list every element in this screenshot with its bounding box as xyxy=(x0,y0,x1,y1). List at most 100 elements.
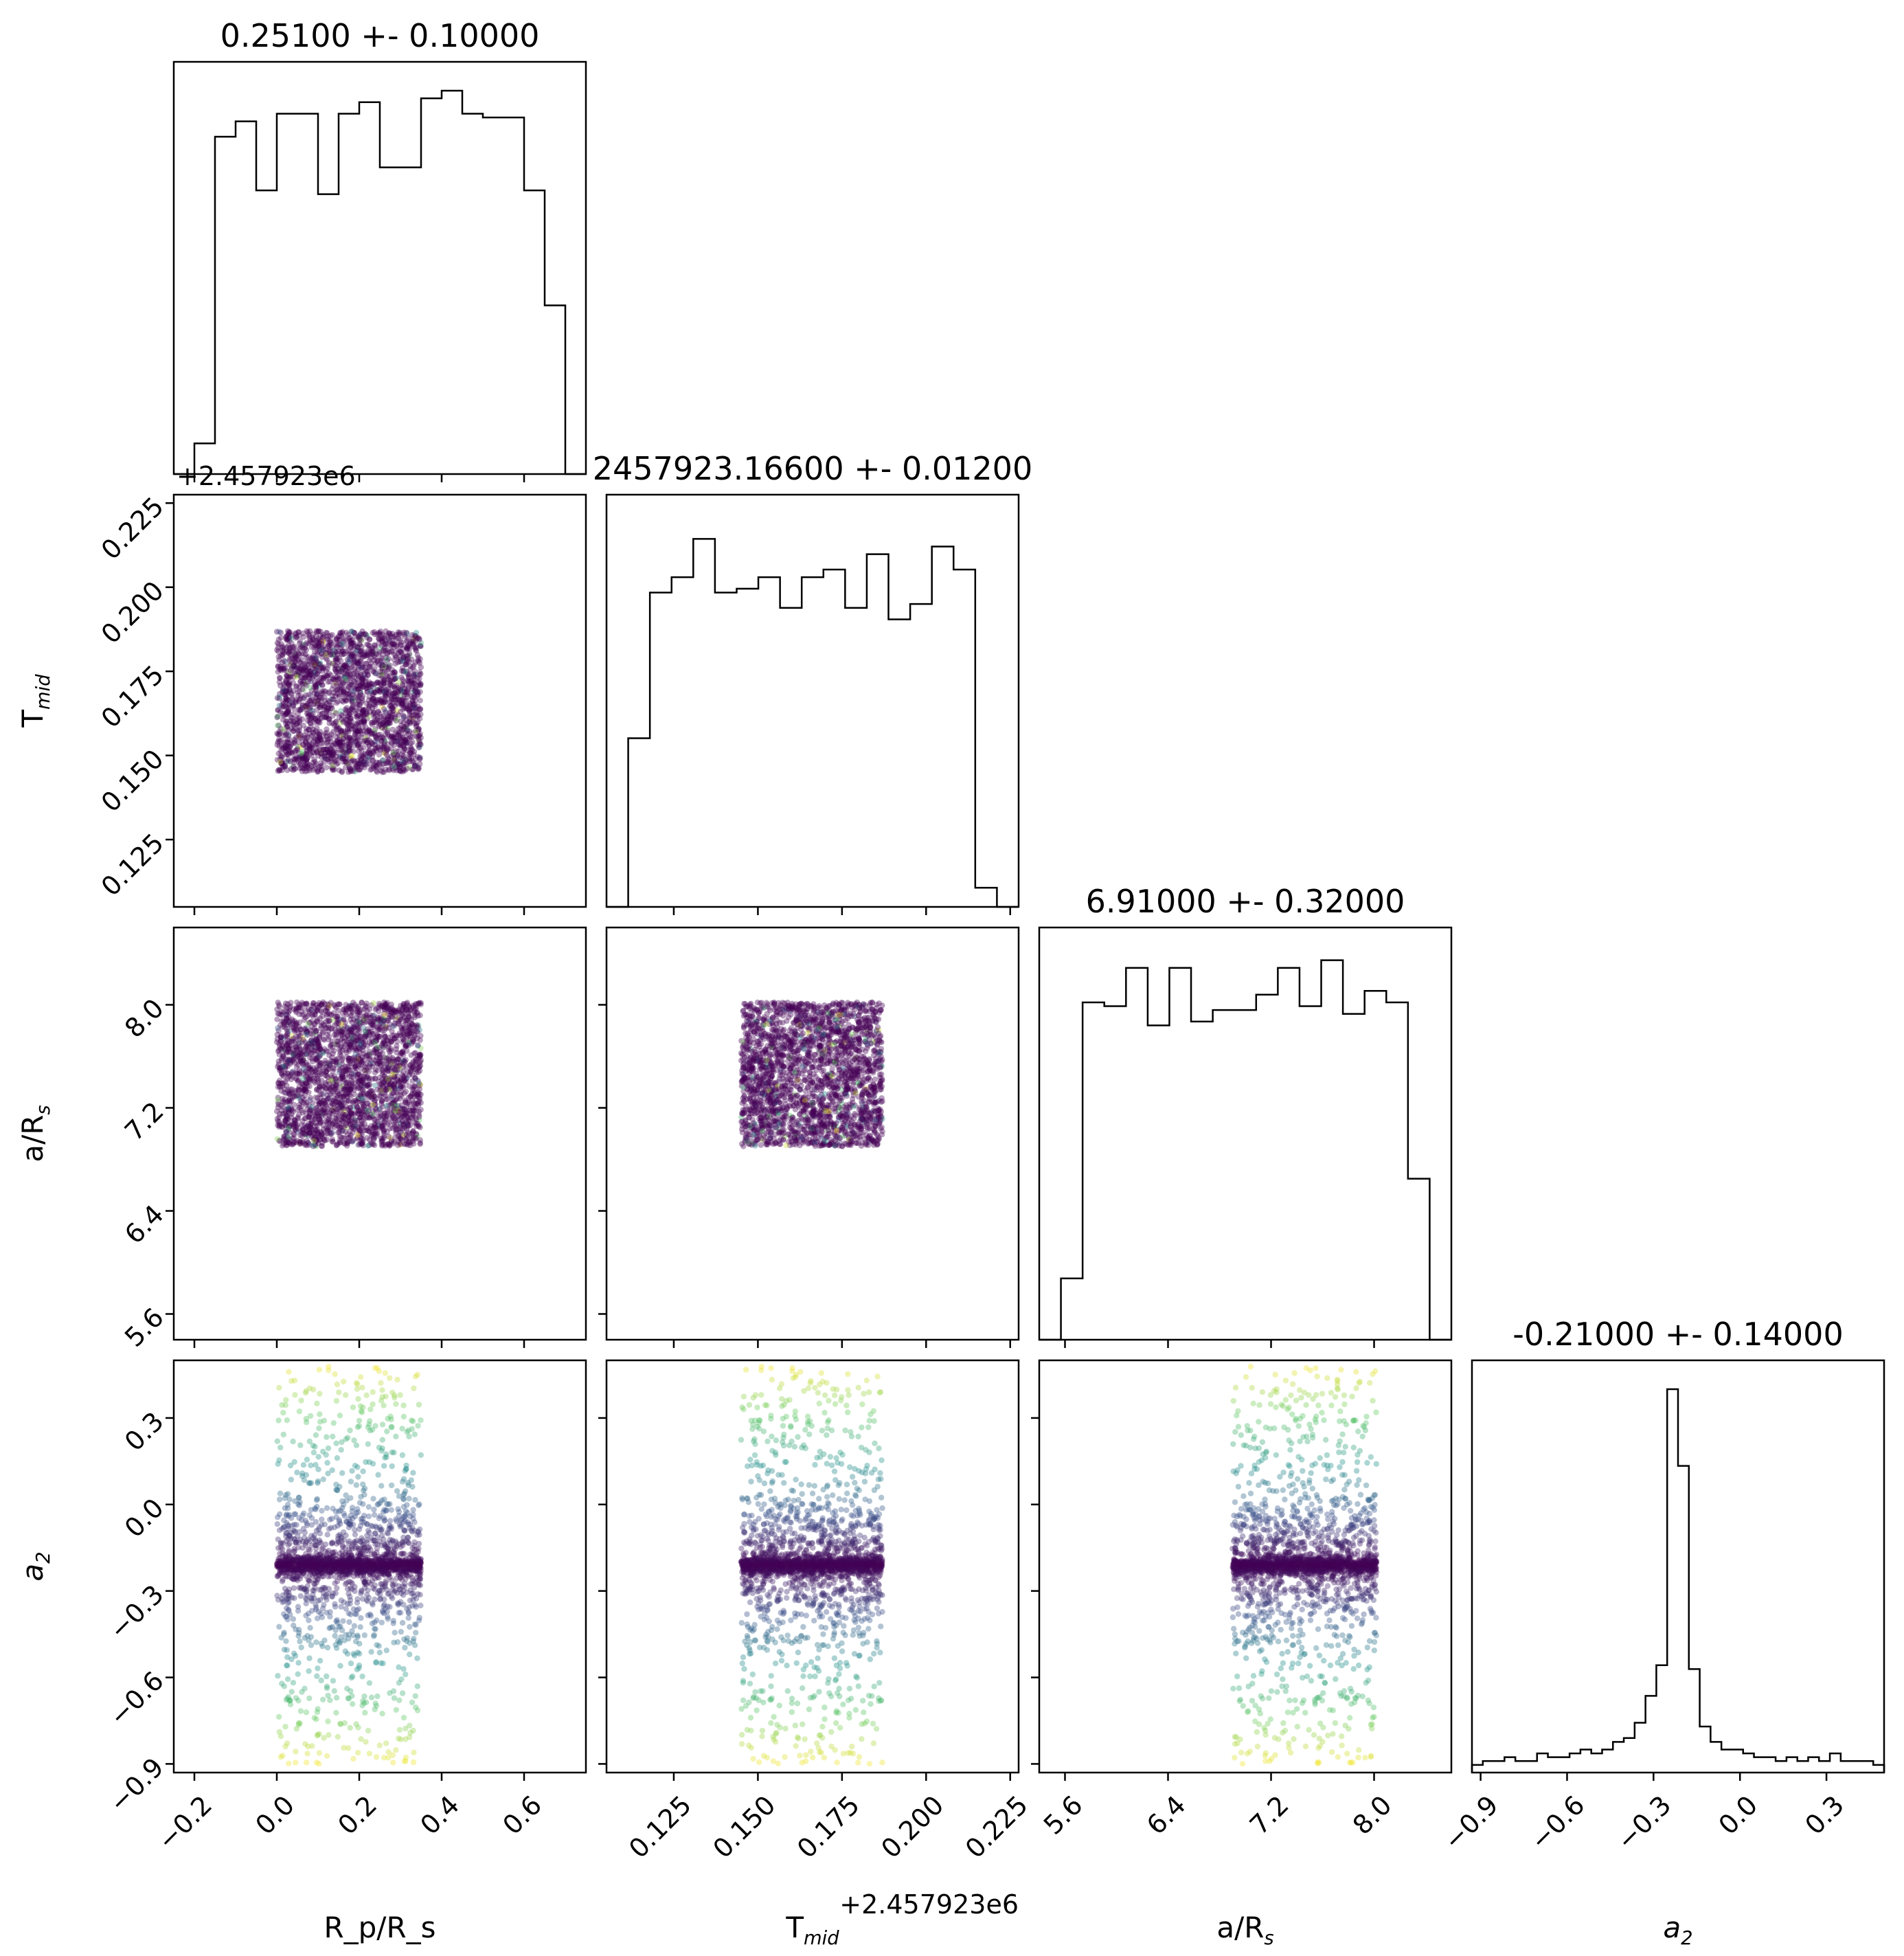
point xyxy=(384,640,391,647)
point xyxy=(346,1055,352,1062)
point xyxy=(384,752,390,758)
point xyxy=(291,726,297,732)
point xyxy=(299,666,305,673)
point xyxy=(416,1080,422,1086)
point xyxy=(326,671,332,677)
point xyxy=(361,728,367,734)
point xyxy=(389,670,396,676)
point xyxy=(337,1139,344,1146)
point xyxy=(313,660,319,666)
ytick-label-ars: 5.6 xyxy=(119,1302,170,1353)
point xyxy=(414,1043,421,1049)
point xyxy=(391,670,397,676)
point xyxy=(306,1066,313,1072)
point xyxy=(387,662,393,668)
point xyxy=(416,737,422,743)
point xyxy=(311,699,318,705)
point xyxy=(310,738,317,745)
point xyxy=(411,1014,418,1021)
point xyxy=(283,1112,289,1119)
point xyxy=(289,1094,296,1101)
point xyxy=(414,688,420,695)
point xyxy=(326,716,332,722)
point xyxy=(313,643,319,649)
point xyxy=(381,1018,387,1024)
point xyxy=(306,659,313,665)
point xyxy=(354,728,361,735)
point xyxy=(347,739,354,745)
point xyxy=(291,1131,297,1137)
point xyxy=(306,631,312,638)
point xyxy=(303,673,310,679)
point xyxy=(330,765,337,772)
point xyxy=(378,1112,384,1118)
point xyxy=(359,644,365,650)
point xyxy=(283,695,289,702)
point xyxy=(410,638,416,645)
point xyxy=(309,657,315,663)
point xyxy=(379,1050,385,1057)
hist-title-tmid: 2457923.16600 +- 0.01200 xyxy=(593,450,1032,487)
point xyxy=(345,659,352,665)
point xyxy=(388,732,395,739)
point xyxy=(291,755,297,762)
point xyxy=(418,741,424,748)
point xyxy=(360,753,366,759)
point xyxy=(361,1013,367,1020)
point xyxy=(400,654,407,660)
point xyxy=(302,645,308,651)
point xyxy=(381,681,387,687)
point xyxy=(326,1033,332,1040)
point xyxy=(363,678,369,685)
point xyxy=(330,728,337,734)
point xyxy=(386,1141,393,1148)
point xyxy=(342,706,348,712)
point xyxy=(370,648,376,654)
point xyxy=(323,1064,330,1070)
point xyxy=(325,636,331,642)
point xyxy=(403,1132,410,1138)
point xyxy=(383,693,389,699)
point xyxy=(390,750,397,756)
point xyxy=(324,740,330,746)
point xyxy=(293,1139,299,1146)
point xyxy=(322,698,328,704)
point xyxy=(291,1123,297,1129)
point xyxy=(328,1012,334,1018)
point xyxy=(337,733,343,739)
point xyxy=(300,1037,306,1043)
point xyxy=(297,645,303,652)
point xyxy=(359,747,365,754)
point xyxy=(349,723,355,729)
point xyxy=(366,679,372,686)
point xyxy=(413,720,420,727)
point xyxy=(287,758,294,765)
point xyxy=(293,1039,299,1046)
point xyxy=(277,737,284,744)
point xyxy=(418,1057,424,1064)
point xyxy=(362,752,369,758)
point xyxy=(360,712,366,719)
point xyxy=(358,664,364,671)
point xyxy=(356,1077,363,1083)
point xyxy=(344,1140,350,1146)
point xyxy=(355,660,361,666)
point xyxy=(335,1042,341,1048)
point xyxy=(334,761,340,767)
point xyxy=(411,688,418,694)
point xyxy=(345,692,352,698)
point xyxy=(417,761,423,767)
point xyxy=(383,1116,389,1123)
point xyxy=(411,705,418,711)
point xyxy=(347,665,353,671)
point xyxy=(387,682,393,688)
point xyxy=(296,760,302,767)
point xyxy=(361,671,367,677)
point xyxy=(404,1042,410,1048)
point xyxy=(282,1096,288,1103)
point xyxy=(307,1124,313,1130)
point xyxy=(403,644,409,651)
point xyxy=(347,1104,353,1111)
point xyxy=(304,1046,310,1053)
point xyxy=(304,628,310,634)
